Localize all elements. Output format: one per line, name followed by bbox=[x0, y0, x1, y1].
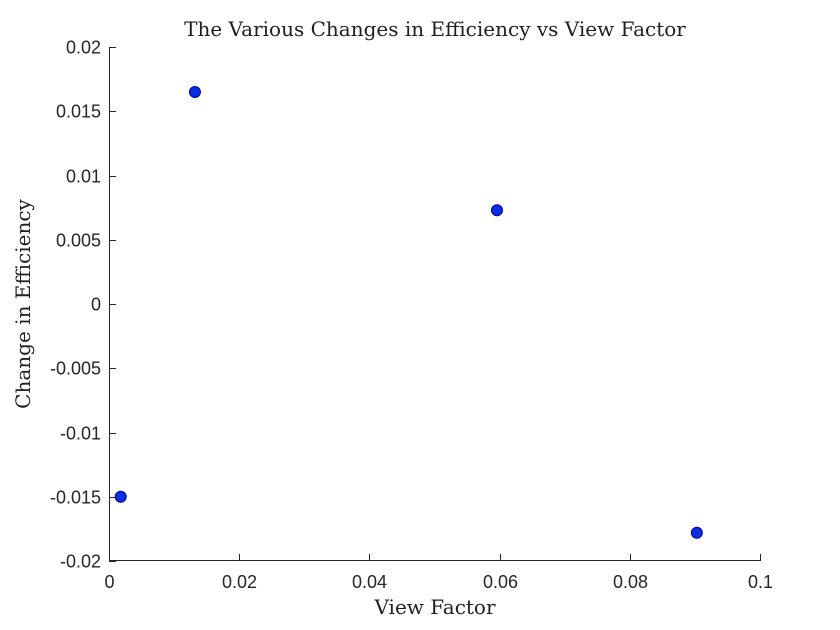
chart-title: The Various Changes in Efficiency vs Vie… bbox=[184, 17, 686, 41]
y-tick-label: -0.02 bbox=[60, 552, 101, 572]
y-tick-label: 0.01 bbox=[66, 167, 101, 187]
data-point bbox=[188, 85, 201, 98]
y-tick-label: 0.015 bbox=[56, 102, 101, 122]
y-axis-ticks: -0.02 -0.015 -0.01 -0.005 0 0.005 0.01 0.015 0.0… bbox=[50, 38, 116, 572]
data-point bbox=[490, 204, 503, 217]
x-tick-label: 0.06 bbox=[483, 572, 518, 592]
x-tick-label: 0 bbox=[104, 572, 114, 592]
x-tick-label: 0.04 bbox=[352, 572, 387, 592]
x-tick-label: 0.1 bbox=[748, 572, 773, 592]
y-axis-label: Change in Efficiency bbox=[11, 198, 35, 408]
x-tick-label: 0.02 bbox=[222, 572, 257, 592]
data-point bbox=[690, 526, 703, 539]
y-tick-label: 0 bbox=[91, 295, 101, 315]
x-axis-ticks: 0 0.02 0.04 0.06 0.08 0.1 bbox=[104, 554, 773, 592]
data-points bbox=[114, 85, 703, 539]
y-tick-label: 0.005 bbox=[56, 231, 101, 251]
x-axis-label: View Factor bbox=[373, 595, 496, 619]
plot-area: -0.02 -0.015 -0.01 -0.005 0 0.005 0.01 0.015 0.0… bbox=[50, 38, 773, 593]
data-point bbox=[114, 490, 127, 503]
y-tick-label: 0.02 bbox=[66, 38, 101, 58]
y-tick-label: -0.005 bbox=[50, 359, 101, 379]
y-tick-label: -0.01 bbox=[60, 424, 101, 444]
x-tick-label: 0.08 bbox=[613, 572, 648, 592]
y-tick-label: -0.015 bbox=[50, 488, 101, 508]
